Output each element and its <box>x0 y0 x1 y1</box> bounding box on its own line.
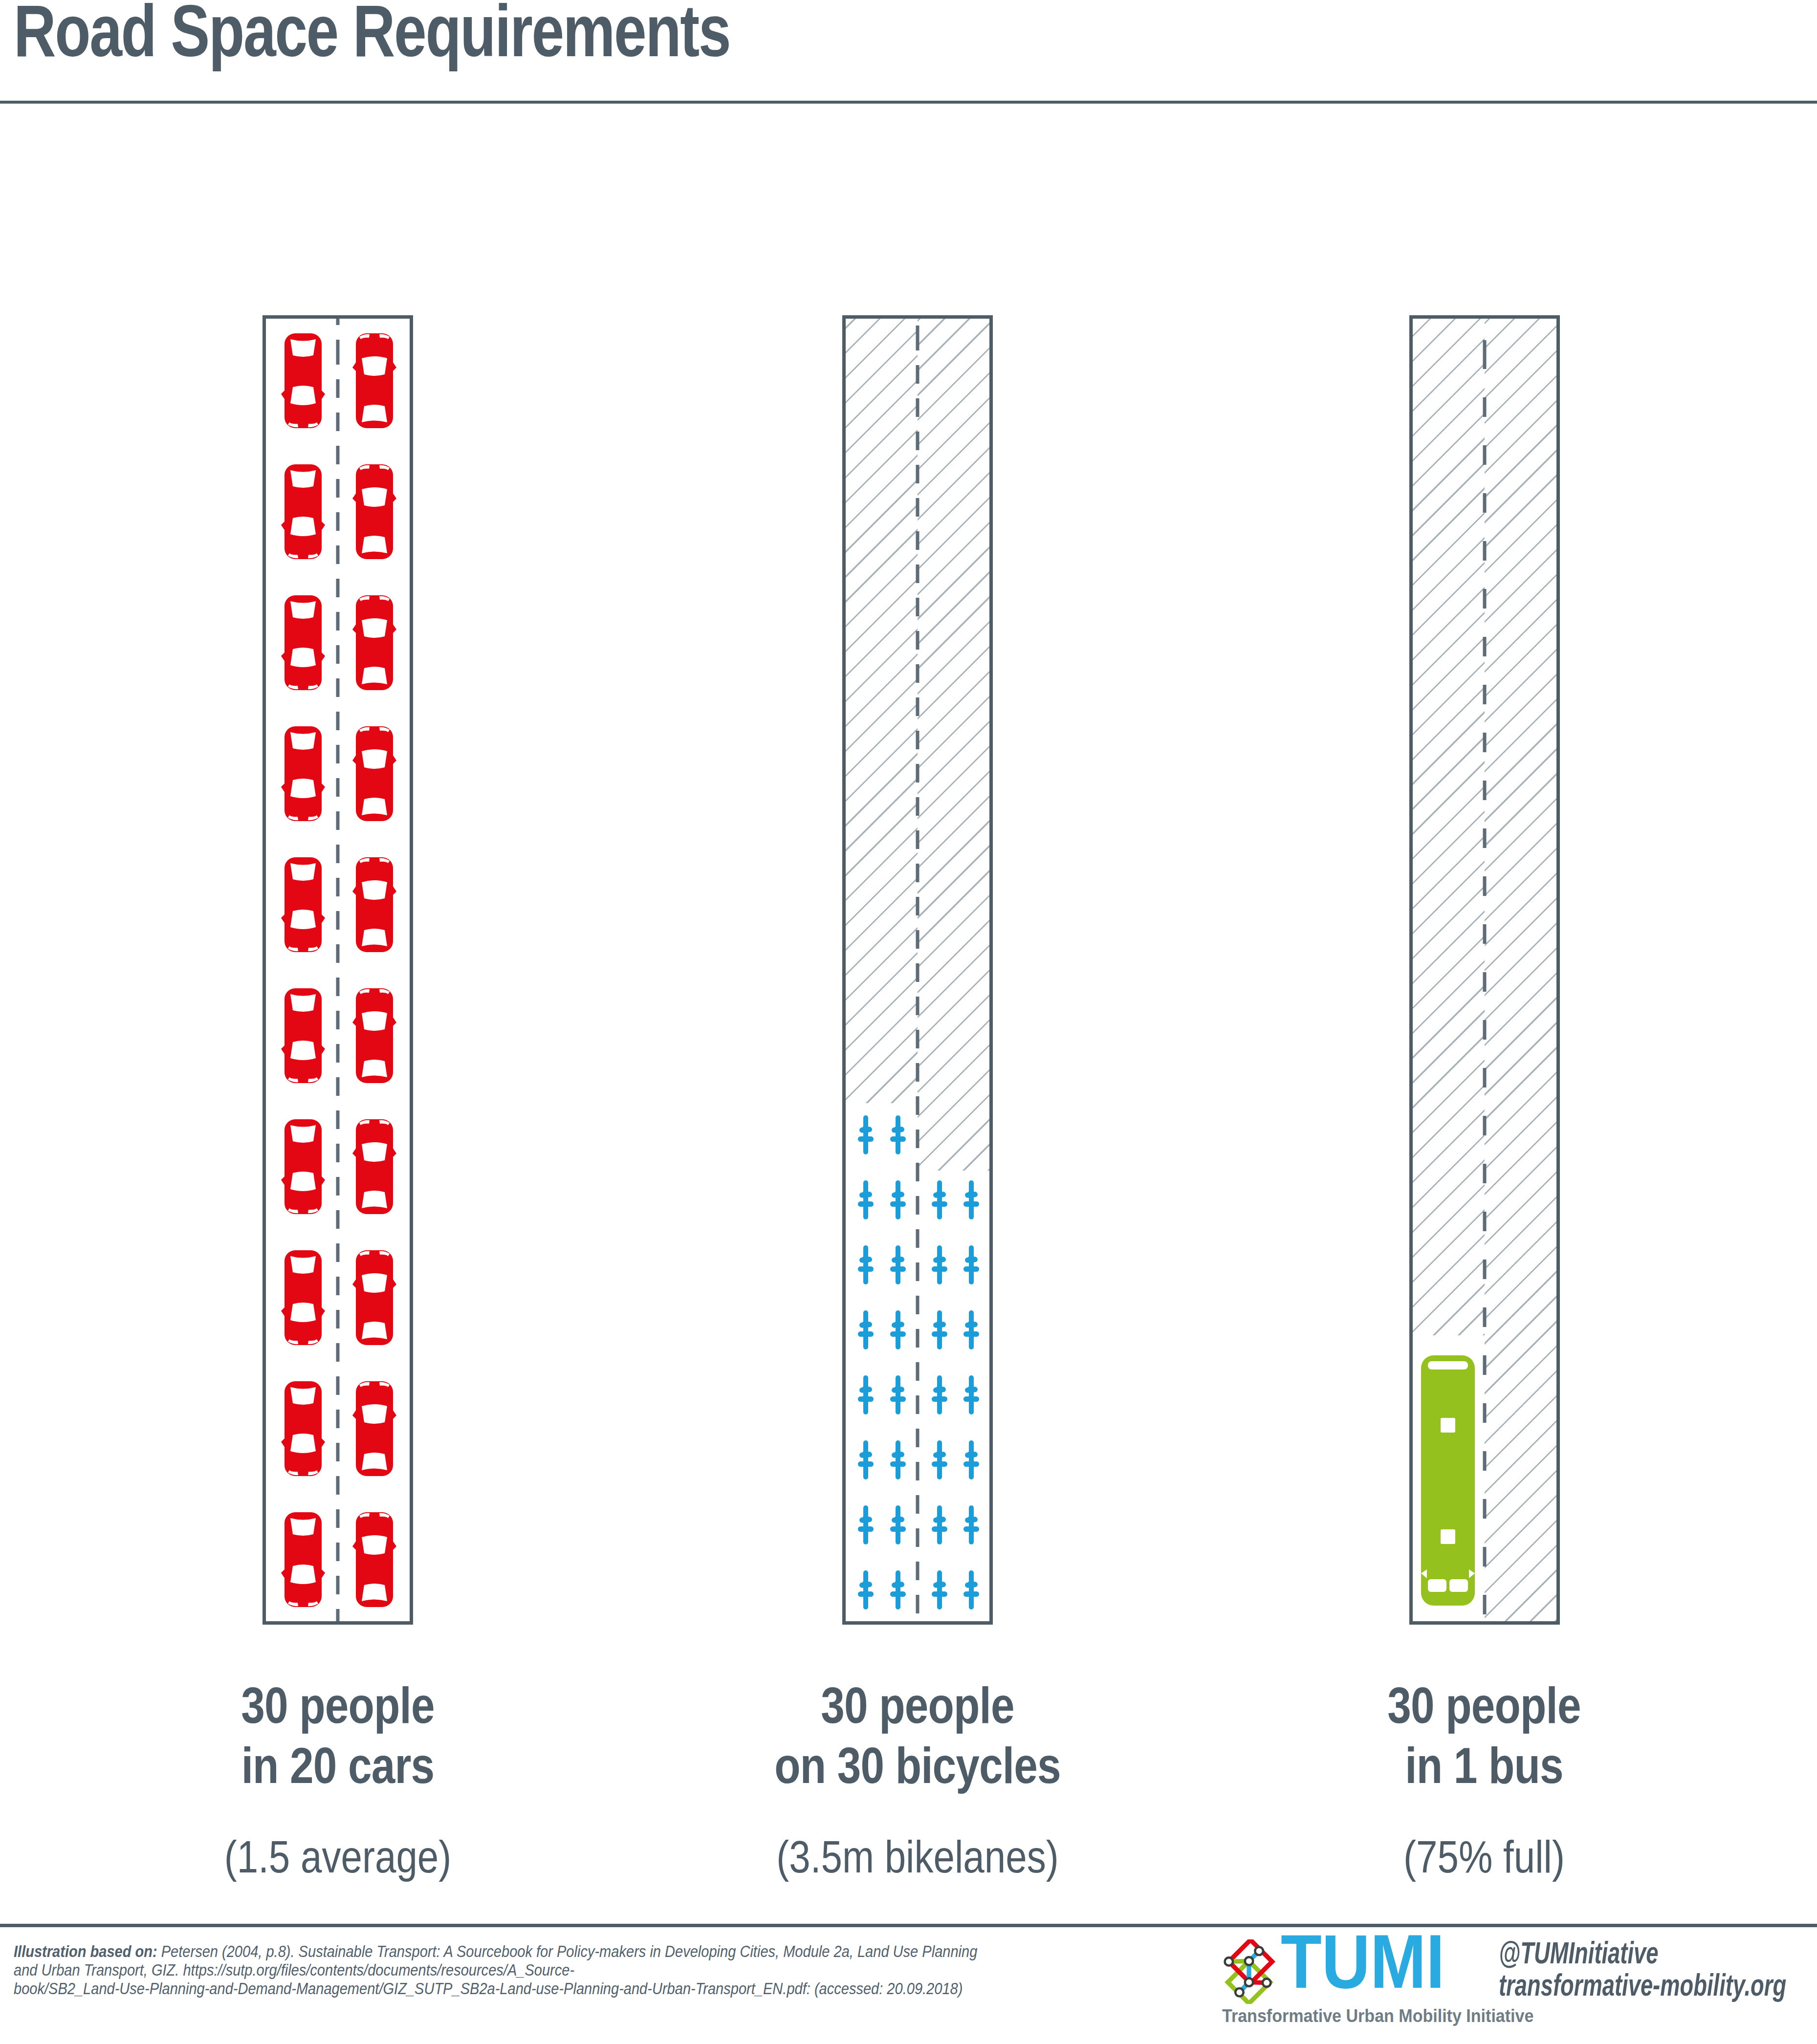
bicycle-icon <box>890 1180 906 1221</box>
note-cars: (1.5 average) <box>174 1831 502 1883</box>
bicycle-icon <box>932 1310 947 1351</box>
car-icon <box>352 1249 397 1348</box>
bicycle-icon <box>963 1375 979 1416</box>
bicycle-icon <box>963 1310 979 1351</box>
bicycle-icon <box>890 1245 906 1286</box>
car-icon <box>352 987 397 1086</box>
bicycle-icon <box>963 1245 979 1286</box>
citation-line-2: and Urban Transport, GIZ. https://sutp.o… <box>14 1961 977 1979</box>
car-icon <box>281 594 326 693</box>
road-bicycles <box>842 315 993 1625</box>
bicycle-icon <box>890 1115 906 1156</box>
bicycle-icon <box>890 1375 906 1416</box>
label-bicycles: 30 people on 30 bicycles <box>753 1675 1082 1796</box>
bicycle-icon <box>932 1180 947 1221</box>
bicycle-icon <box>858 1570 874 1611</box>
car-icon <box>281 1118 326 1217</box>
label-bus: 30 people in 1 bus <box>1320 1675 1648 1796</box>
page-title: Road Space Requirements <box>14 0 730 82</box>
car-icon <box>352 1380 397 1479</box>
bicycle-icon <box>858 1245 874 1286</box>
bicycle-icon <box>858 1375 874 1416</box>
car-icon <box>352 594 397 693</box>
bicycle-icon <box>932 1570 947 1611</box>
road-cars <box>263 315 413 1625</box>
car-icon <box>352 463 397 562</box>
citation-line-1: Illustration based on: Petersen (2004, p… <box>14 1942 977 1961</box>
citation-line-3: book/SB2_Land-Use-Planning-and-Demand-Ma… <box>14 1979 977 1998</box>
twitter-handle: @TUMInitiative <box>1499 1936 1786 1969</box>
car-icon <box>352 856 397 955</box>
car-icon <box>352 1511 397 1610</box>
car-icon <box>281 725 326 824</box>
label-cars: 30 people in 20 cars <box>174 1675 502 1796</box>
bicycle-icon <box>858 1180 874 1221</box>
bicycle-icon <box>963 1570 979 1611</box>
note-bicycles: (3.5m bikelanes) <box>753 1831 1082 1883</box>
car-icon <box>281 332 326 431</box>
bicycle-icon <box>932 1375 947 1416</box>
bicycle-icons <box>846 319 989 1621</box>
website-url: transformative-mobility.org <box>1499 1969 1786 2001</box>
car-icon <box>352 1118 397 1217</box>
header-divider <box>0 101 1817 104</box>
bicycle-icon <box>963 1180 979 1221</box>
footer-divider <box>0 1924 1817 1927</box>
bicycle-icon <box>932 1505 947 1546</box>
bicycle-icon <box>858 1310 874 1351</box>
bicycle-icon <box>890 1570 906 1611</box>
bicycle-icon <box>858 1115 874 1156</box>
infographic-road-space: Road Space Requirements <box>0 0 1817 2044</box>
bicycle-icon <box>890 1505 906 1546</box>
car-icon <box>352 332 397 431</box>
bicycle-icon <box>858 1440 874 1481</box>
car-icons <box>266 319 410 1621</box>
citation-text: Illustration based on: Petersen (2004, p… <box>14 1942 977 1998</box>
road-bus <box>1409 315 1560 1625</box>
bus-icons <box>1413 319 1556 1621</box>
bicycle-icon <box>963 1440 979 1481</box>
bicycle-icon <box>932 1440 947 1481</box>
car-icon <box>281 1380 326 1479</box>
car-icon <box>281 463 326 562</box>
bicycle-icon <box>890 1310 906 1351</box>
social-links: @TUMInitiative transformative-mobility.o… <box>1499 1936 1786 2001</box>
car-icon <box>281 856 326 955</box>
bicycle-icon <box>890 1440 906 1481</box>
tumi-tagline: Transformative Urban Mobility Initiative <box>1222 2006 1533 2026</box>
tumi-wordmark: TUMI <box>1281 1916 1445 2007</box>
bus-icon <box>1421 1355 1475 1608</box>
car-icon <box>352 725 397 824</box>
bicycle-icon <box>963 1505 979 1546</box>
note-bus: (75% full) <box>1320 1831 1648 1883</box>
car-icon <box>281 1249 326 1348</box>
car-icon <box>281 1511 326 1610</box>
bicycle-icon <box>932 1245 947 1286</box>
bicycle-icon <box>858 1505 874 1546</box>
car-icon <box>281 987 326 1086</box>
tumi-logo-icon <box>1216 1939 1281 2004</box>
